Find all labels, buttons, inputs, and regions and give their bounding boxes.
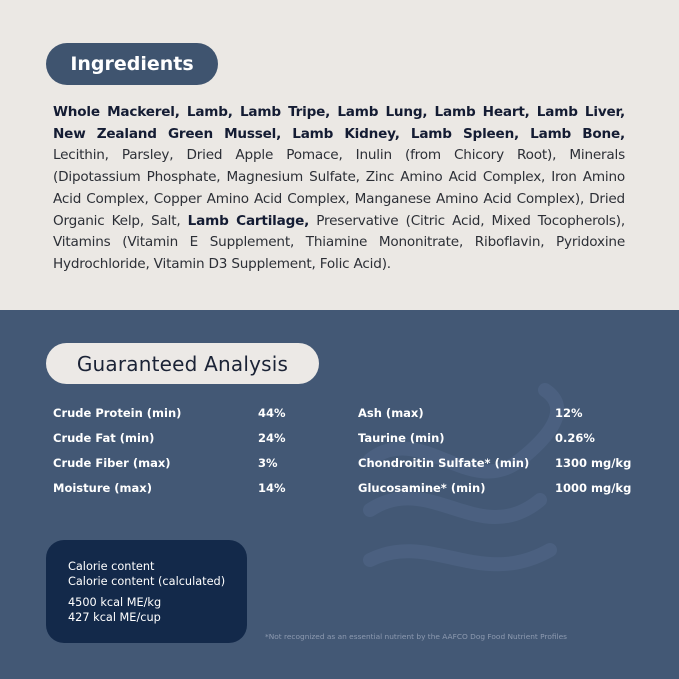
analysis-label: Glucosamine* (min)	[358, 481, 486, 495]
analysis-label: Crude Fat (min)	[53, 431, 155, 445]
analysis-value: 1300 mg/kg	[555, 456, 632, 470]
ingredients-heading: Ingredients	[46, 43, 218, 85]
analysis-value: 0.26%	[555, 431, 595, 445]
analysis-label: Crude Protein (min)	[53, 406, 182, 420]
calorie-per-cup: 427 kcal ME/cup	[68, 611, 161, 624]
analysis-label: Crude Fiber (max)	[53, 456, 171, 470]
analysis-label: Chondroitin Sulfate* (min)	[358, 456, 530, 470]
ingredients-bold-1: Whole Mackerel, Lamb, Lamb Tripe, Lamb L…	[53, 104, 625, 142]
analysis-label: Ash (max)	[358, 406, 424, 420]
ingredients-bold-2: Lamb Cartilage,	[187, 212, 310, 229]
ingredients-regular-2: Preservative (Citric Acid, Mixed Tocophe…	[53, 212, 625, 272]
analysis-value: 14%	[258, 481, 286, 495]
analysis-label: Taurine (min)	[358, 431, 445, 445]
analysis-value: 1000 mg/kg	[555, 481, 632, 495]
ingredients-text: Whole Mackerel, Lamb, Lamb Tripe, Lamb L…	[53, 102, 625, 276]
analysis-label: Moisture (max)	[53, 481, 152, 495]
wave-decoration-icon	[363, 383, 565, 572]
guaranteed-analysis-heading: Guaranteed Analysis	[46, 343, 319, 384]
analysis-value: 12%	[555, 406, 583, 420]
footnote: *Not recognized as an essential nutrient…	[265, 632, 568, 641]
analysis-value: 44%	[258, 406, 286, 420]
calorie-per-kg: 4500 kcal ME/kg	[68, 596, 162, 609]
analysis-value: 24%	[258, 431, 286, 445]
analysis-value: 3%	[258, 456, 278, 470]
calorie-box: Calorie content Calorie content (calcula…	[46, 540, 247, 643]
ingredients-regular-1: Lecithin, Parsley, Dried Apple Pomace, I…	[53, 147, 625, 229]
calorie-calculated-label: Calorie content (calculated)	[68, 575, 226, 588]
calorie-label: Calorie content	[68, 560, 155, 573]
